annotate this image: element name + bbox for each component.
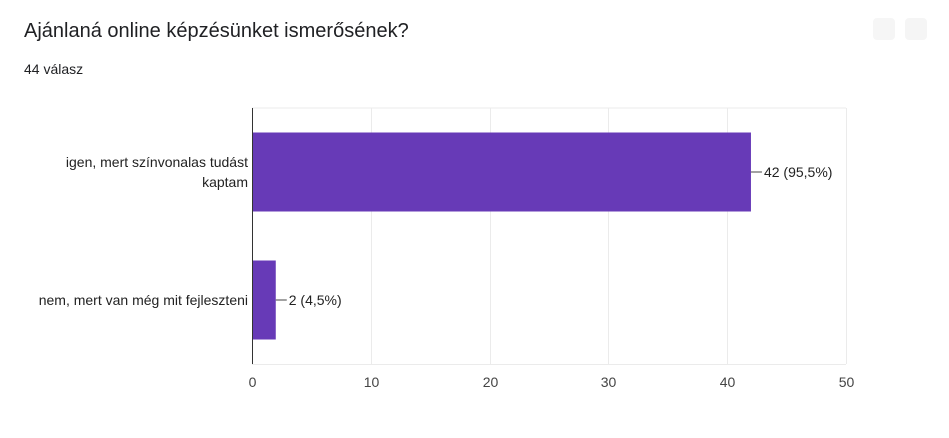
category-label: igen, mert színvonalas tudást — [66, 154, 248, 170]
bar — [252, 132, 751, 212]
x-tick-label: 10 — [364, 374, 380, 390]
copy-chart-icon[interactable] — [873, 18, 895, 40]
category-label: nem, mert van még mit fejleszteni — [39, 292, 248, 308]
chart-toolbar — [873, 18, 927, 40]
x-tick-label: 30 — [601, 374, 617, 390]
data-label: 2 (4,5%) — [289, 292, 342, 308]
x-tick-label: 20 — [483, 374, 499, 390]
chart-title: Ajánlaná online képzésünket ismerősének? — [24, 20, 409, 42]
response-count: 44 válasz — [24, 61, 84, 77]
x-tick-label: 40 — [720, 374, 736, 390]
more-options-icon[interactable] — [905, 18, 927, 40]
labels: 0 10 20 30 40 50 42 (95,5%) igen, mert színvona… — [39, 154, 855, 390]
x-tick-label: 0 — [249, 374, 257, 390]
bars — [252, 132, 751, 340]
data-label: 42 (95,5%) — [764, 164, 832, 180]
x-tick-label: 50 — [839, 374, 855, 390]
bar — [252, 260, 276, 340]
category-label: kaptam — [202, 174, 248, 190]
